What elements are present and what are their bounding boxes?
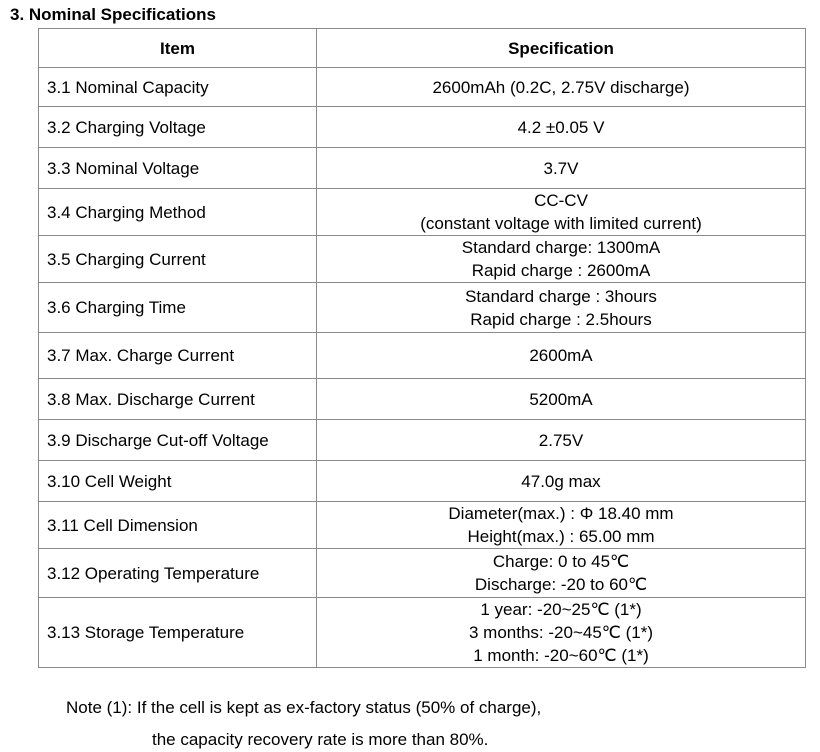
table-row: 3.10 Cell Weight 47.0g max (38, 460, 806, 502)
item-cell: 3.10 Cell Weight (38, 460, 317, 502)
table-row: 3.9 Discharge Cut-off Voltage 2.75V (38, 419, 806, 461)
item-cell: 3.13 Storage Temperature (38, 597, 317, 668)
table-row: 3.4 Charging Method CC-CV (constant voltag… (38, 188, 806, 236)
item-cell: 3.11 Cell Dimension (38, 501, 317, 549)
specification-cell: Standard charge : 3hours Rapid charge : 2… (316, 282, 806, 333)
specification-cell: 3.7V (316, 147, 806, 189)
table-header-row: Item Specification (38, 28, 806, 68)
specification-line: 3 months: -20~45℃ (1*) (469, 623, 653, 642)
specification-line: (constant voltage with limited current) (420, 214, 702, 233)
specification-cell: 4.2 ±0.05 V (316, 106, 806, 148)
specification-line: 2600mAh (0.2C, 2.75V discharge) (432, 77, 690, 97)
specification-line: Rapid charge : 2600mA (471, 261, 651, 280)
specification-cell: 2.75V (316, 419, 806, 461)
item-cell: 3.4 Charging Method (38, 188, 317, 236)
table-row: 3.13 Storage Temperature 1 year: -20~25℃ … (38, 597, 806, 668)
header-item: Item (38, 28, 317, 68)
table-row: 3.11 Cell Dimension Diameter(max.) : Φ 18… (38, 501, 806, 549)
specification-line: 1 year: -20~25℃ (1*) (480, 600, 642, 619)
section-title: 3. Nominal Specifications (10, 5, 216, 24)
specification-cell: 2600mAh (0.2C, 2.75V discharge) (316, 67, 806, 107)
table-row: 3.12 Operating Temperature Charge: 0 to 4… (38, 548, 806, 598)
table-row: 3.8 Max. Discharge Current 5200mA (38, 378, 806, 420)
specification-line: 4.2 ±0.05 V (517, 117, 605, 137)
item-cell: 3.12 Operating Temperature (38, 548, 317, 598)
specification-cell: 47.0g max (316, 460, 806, 502)
specifications-table: Item Specification 3.1 Nominal Capacity 2… (38, 28, 806, 668)
specification-cell: 1 year: -20~25℃ (1*) 3 months: -20~45℃ (1… (316, 597, 806, 668)
specification-cell: Charge: 0 to 45℃ Discharge: -20 to 60℃ (316, 548, 806, 598)
specification-cell: Diameter(max.) : Φ 18.40 mm Height(max.) … (316, 501, 806, 549)
table-row: 3.7 Max. Charge Current 2600mA (38, 332, 806, 379)
specification-line: 3.7V (543, 158, 579, 178)
header-specification: Specification (316, 28, 806, 68)
item-cell: 3.9 Discharge Cut-off Voltage (38, 419, 317, 461)
note-line-1: Note (1): If the cell is kept as ex-fact… (66, 698, 542, 717)
item-cell: 3.8 Max. Discharge Current (38, 378, 317, 420)
specification-cell: CC-CV (constant voltage with limited curr… (316, 188, 806, 236)
item-cell: 3.6 Charging Time (38, 282, 317, 333)
item-cell: 3.1 Nominal Capacity (38, 67, 317, 107)
specification-line: Diameter(max.) : Φ 18.40 mm (448, 504, 674, 523)
specification-line: Height(max.) : 65.00 mm (467, 527, 655, 546)
table-row: 3.5 Charging Current Standard charge: 130… (38, 235, 806, 283)
item-cell: 3.3 Nominal Voltage (38, 147, 317, 189)
specification-line: Discharge: -20 to 60℃ (474, 575, 648, 594)
specification-line: 1 month: -20~60℃ (1*) (473, 646, 649, 665)
specification-cell: Standard charge: 1300mA Rapid charge : 26… (316, 235, 806, 283)
specification-line: Charge: 0 to 45℃ (492, 552, 630, 571)
specification-line: 47.0g max (521, 471, 601, 491)
item-cell: 3.5 Charging Current (38, 235, 317, 283)
specification-line: Standard charge : 3hours (465, 286, 657, 306)
specification-line: 2.75V (538, 430, 584, 450)
specification-line: 2600mA (529, 346, 593, 365)
table-row: 3.1 Nominal Capacity 2600mAh (0.2C, 2.75V… (38, 67, 806, 107)
specification-line: CC-CV (534, 191, 588, 210)
note-line-2: the capacity recovery rate is more than … (152, 730, 489, 749)
specification-cell: 5200mA (316, 378, 806, 420)
specification-cell: 2600mA (316, 332, 806, 379)
table-row: 3.6 Charging Time Standard charge : 3hour… (38, 282, 806, 333)
specification-line: Standard charge: 1300mA (461, 238, 661, 257)
item-cell: 3.7 Max. Charge Current (38, 332, 317, 379)
specification-line: 5200mA (529, 389, 593, 409)
item-cell: 3.2 Charging Voltage (38, 106, 317, 148)
table-row: 3.3 Nominal Voltage 3.7V (38, 147, 806, 189)
specification-line: Rapid charge : 2.5hours (470, 309, 652, 329)
table-row: 3.2 Charging Voltage 4.2 ±0.05 V (38, 106, 806, 148)
